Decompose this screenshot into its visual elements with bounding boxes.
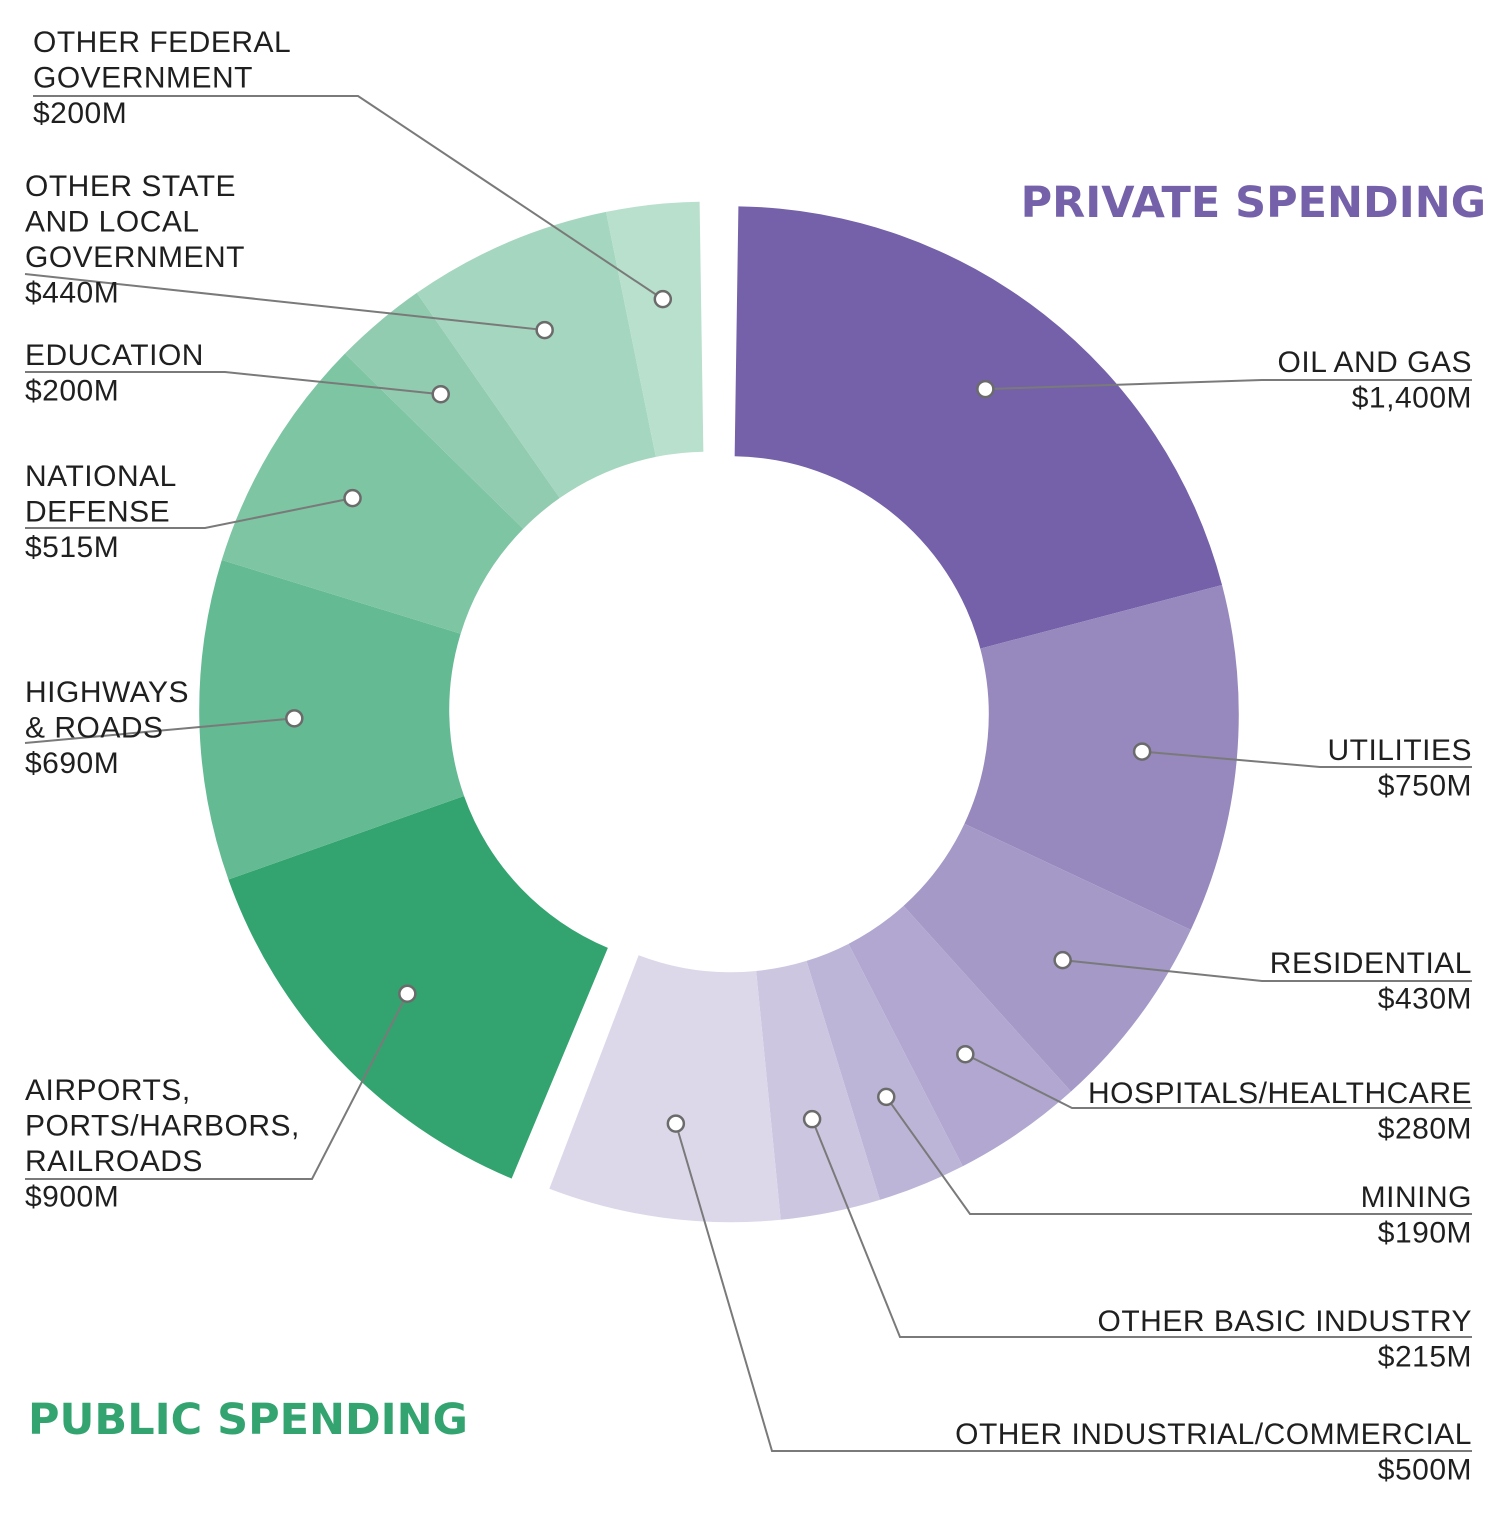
label-education: EDUCATION $200M: [25, 339, 204, 408]
leader-other-state-and-local-government: [24, 273, 545, 332]
leader-other-basic-industry: [811, 1118, 1472, 1338]
anchor-dot-other-industrial-commercial: [666, 1114, 686, 1133]
value-oil-and-gas: $1,400M: [1352, 382, 1472, 415]
leader-highways-roads: [24, 717, 295, 744]
slice-mining: [806, 943, 963, 1200]
value-residential: $430M: [1378, 983, 1472, 1016]
label-airports-ports-harbors-railroads: AIRPORTS, PORTS/HARBORS, RAILROADS $900M: [25, 1074, 300, 1214]
label-other-federal-government: OTHER FEDERAL GOVERNMENT $200M: [33, 26, 291, 130]
value-mining: $190M: [1378, 1217, 1472, 1250]
anchor-dot-highways-roads: [285, 709, 304, 728]
slice-other-federal-government: [606, 201, 704, 457]
slice-other-basic-industry: [756, 960, 880, 1220]
private-spending-title: PRIVATE SPENDING: [1021, 178, 1486, 228]
value-other-basic-industry: $215M: [1378, 1341, 1472, 1374]
leader-airports-ports-harbors-railroads: [25, 993, 409, 1180]
slice-other-industrial-commercial: [549, 955, 781, 1223]
label-mining: MINING $190M: [1361, 1181, 1472, 1250]
anchor-dot-airports-ports-harbors-railroads: [398, 984, 417, 1003]
slice-residential: [903, 823, 1191, 1092]
value-other-federal-government: $200M: [33, 97, 127, 130]
leader-utilities: [1142, 750, 1472, 768]
value-national-defense: $515M: [25, 531, 119, 564]
leader-mining: [885, 1096, 1472, 1215]
slice-airports-ports-harbors-railroads: [228, 795, 608, 1179]
leader-other-federal-government: [33, 95, 664, 300]
value-airports-ports-harbors-railroads: $900M: [25, 1181, 119, 1214]
label-national-defense: NATIONAL DEFENSE $515M: [25, 460, 177, 564]
value-other-state-and-local-government: $440M: [25, 277, 119, 310]
leader-education: [25, 371, 441, 396]
leader-hospitals-healthcare: [964, 1053, 1472, 1109]
donut-slices: [199, 201, 1239, 1223]
slice-hospitals-healthcare: [848, 905, 1071, 1167]
leader-oil-and-gas: [985, 379, 1472, 391]
label-residential: RESIDENTIAL $430M: [1270, 947, 1472, 1016]
anchor-dot-other-federal-government: [653, 289, 673, 309]
label-other-basic-industry: OTHER BASIC INDUSTRY $215M: [1098, 1305, 1473, 1374]
public-spending-title: PUBLIC SPENDING: [28, 1395, 468, 1445]
label-highways-roads: HIGHWAYS & ROADS $690M: [25, 676, 189, 780]
leader-residential: [1062, 959, 1472, 982]
label-hospitals-healthcare: HOSPITALS/HEALTHCARE $280M: [1088, 1077, 1472, 1146]
slice-utilities: [964, 584, 1239, 930]
slice-highways-roads: [199, 560, 465, 880]
slice-other-state-and-local-government: [416, 211, 656, 499]
anchor-dot-national-defense: [343, 488, 362, 508]
value-utilities: $750M: [1378, 770, 1472, 803]
label-other-state-and-local-government: OTHER STATE AND LOCAL GOVERNMENT $440M: [25, 170, 245, 310]
leader-other-industrial-commercial: [674, 1123, 1472, 1452]
label-other-industrial-commercial: OTHER INDUSTRIAL/COMMERCIAL $500M: [955, 1418, 1472, 1487]
slice-oil-and-gas: [734, 206, 1223, 649]
value-highways-roads: $690M: [25, 747, 119, 780]
anchor-dot-education: [431, 384, 450, 404]
anchor-dot-other-basic-industry: [802, 1109, 822, 1129]
anchor-dot-utilities: [1132, 742, 1152, 761]
value-education: $200M: [25, 375, 119, 408]
leader-lines: [24, 95, 1472, 1452]
value-hospitals-healthcare: $280M: [1378, 1113, 1472, 1146]
anchor-dot-hospitals-healthcare: [956, 1044, 975, 1064]
value-other-industrial-commercial: $500M: [1378, 1454, 1472, 1487]
slice-national-defense: [221, 353, 524, 634]
slice-education: [344, 292, 560, 529]
leader-national-defense: [25, 497, 353, 529]
label-utilities: UTILITIES $750M: [1327, 734, 1472, 803]
anchor-dot-oil-and-gas: [976, 379, 995, 399]
slice-labels: OIL AND GAS $1,400M UTILITIES $750M RESIDENT…: [25, 26, 1472, 1487]
anchor-dot-residential: [1053, 950, 1072, 970]
label-oil-and-gas: OIL AND GAS $1,400M: [1278, 346, 1472, 415]
anchor-dot-other-state-and-local-government: [535, 320, 554, 340]
anchor-dot-mining: [877, 1087, 896, 1107]
